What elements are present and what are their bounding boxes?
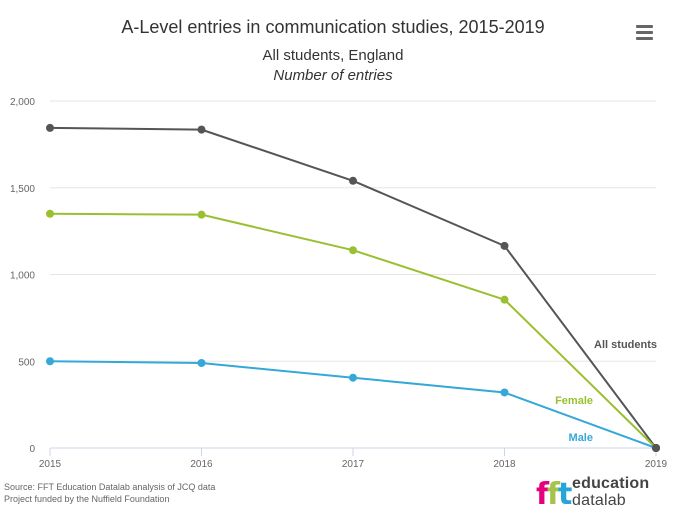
series-label: Male [569,432,593,444]
hamburger-menu-icon[interactable] [636,25,653,40]
logo-word-education: education [572,475,650,492]
data-point[interactable] [46,123,54,132]
data-point[interactable] [500,241,509,250]
y-tick-label: 0 [29,444,35,455]
logo-word-datalab: datalab [572,492,626,509]
x-tick-label: 2017 [342,459,365,470]
menu-bar [636,37,653,40]
x-tick-label: 2016 [190,459,213,470]
menu-bar [636,25,653,28]
data-point[interactable] [197,125,206,134]
menu-bar [636,31,653,34]
y-axis: 0 500 1,000 1,500 2,000 [10,97,35,455]
logo-mark-letter: f [547,477,561,512]
series-group [46,123,660,452]
data-point[interactable] [197,210,206,219]
x-tick-label: 2019 [645,459,668,470]
source-line: Source: FFT Education Datalab analysis o… [4,482,216,492]
data-point[interactable] [46,209,54,218]
source-note: Source: FFT Education Datalab analysis o… [4,481,215,505]
series-label: Female [555,395,593,407]
funding-line: Project funded by the Nuffield Foundatio… [4,494,170,504]
x-tick-label: 2018 [493,459,516,470]
subtitle-population: All students, England [262,47,404,64]
x-tick-label: 2015 [39,459,62,470]
data-point[interactable] [652,444,660,452]
data-point[interactable] [500,388,509,397]
series-label: All students [594,339,657,351]
chart-subtitle: All students, England Number of entries [0,46,666,86]
data-point[interactable] [349,373,357,382]
data-point[interactable] [46,357,54,366]
data-point[interactable] [197,358,206,367]
logo-mark-letter: t [558,477,572,512]
y-tick-label: 1,000 [10,271,35,282]
fft-logo-mark: fft [536,477,572,512]
data-point[interactable] [349,246,357,255]
x-axis: 2015 2016 2017 2018 2019 [39,447,668,470]
series-labels: All students Female Male [555,339,657,444]
y-tick-label: 500 [18,357,35,368]
subtitle-measure: Number of entries [273,67,393,84]
data-point[interactable] [349,176,357,185]
chart-title: A-Level entries in communication studies… [121,17,545,37]
logo-wordmark: education datalab [572,475,649,509]
data-point[interactable] [500,295,509,304]
y-tick-label: 2,000 [10,97,35,108]
gridlines [50,100,656,362]
logo-mark-letter: f [536,477,550,512]
y-tick-label: 1,500 [10,184,35,195]
